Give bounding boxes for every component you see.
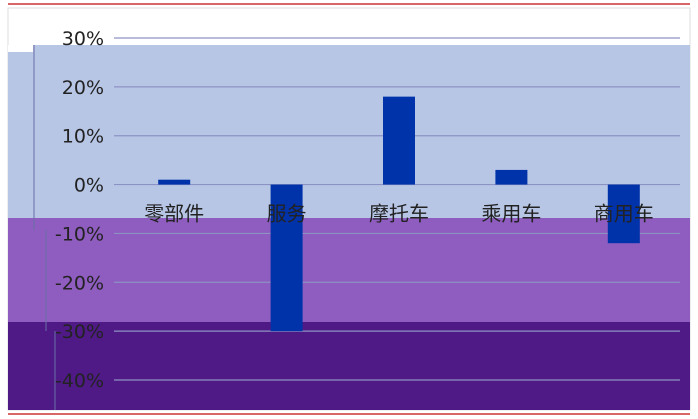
y-tick-label: -20% [55, 272, 104, 294]
bar [607, 184, 640, 244]
category-label: 服务 [267, 202, 307, 226]
category-label: 零部件 [144, 202, 204, 226]
y-tick-label: -40% [55, 370, 104, 392]
category-labels: 零部件 服务 摩托车 乘用车 商用车 [144, 202, 654, 226]
bar [270, 184, 303, 332]
gridlines [114, 37, 680, 381]
y-tick-label: 20% [62, 77, 104, 99]
y-tick-label: 30% [62, 28, 104, 50]
category-label: 商用车 [594, 202, 654, 226]
y-axis-tick-labels: 30% 20% 10% 0% -10% -20% -30% -40% [55, 28, 104, 392]
y-tick-label: -10% [55, 223, 104, 245]
background-band-top [8, 45, 690, 230]
category-label: 乘用车 [481, 202, 541, 226]
background-band-middle [8, 218, 690, 331]
y-tick-label: 10% [62, 126, 104, 148]
y-tick-label: -30% [55, 321, 104, 343]
category-label: 摩托车 [369, 202, 429, 226]
background-band-bottom [8, 322, 690, 410]
bars [158, 96, 640, 332]
y-tick-label: 0% [74, 175, 104, 197]
top-band-overlap [8, 45, 33, 52]
bar [158, 179, 191, 185]
bar [495, 169, 528, 185]
axes [33, 45, 56, 410]
bar [383, 96, 415, 185]
